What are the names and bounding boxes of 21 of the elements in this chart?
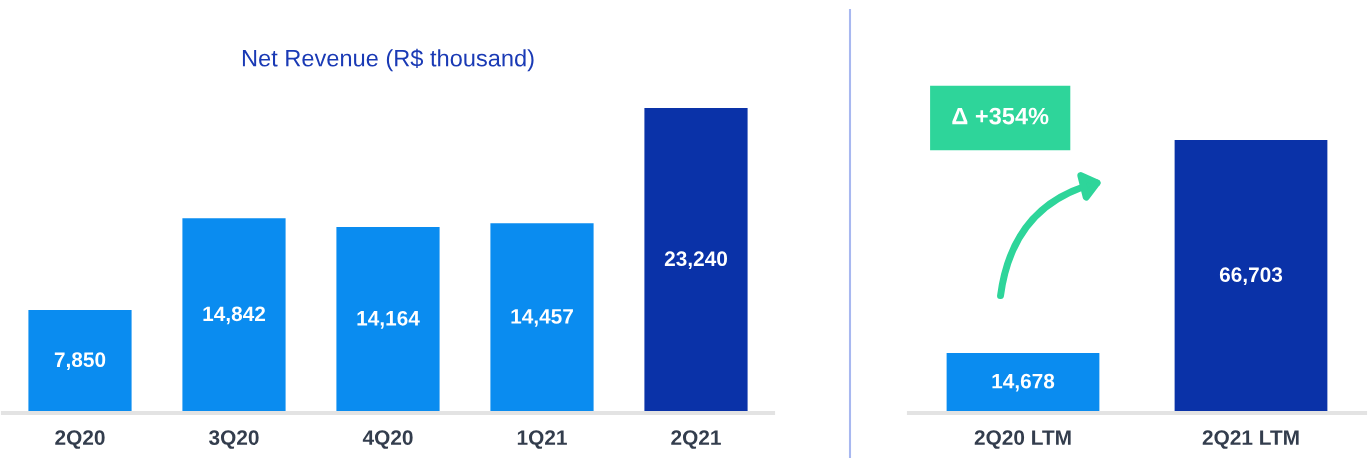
x-tick-label: 2Q20 LTM <box>974 430 1071 449</box>
bar <box>644 108 748 413</box>
data-label: 14,457 <box>511 309 573 327</box>
x-tick-label: 2Q21 <box>671 430 721 449</box>
data-label: 66,703 <box>1219 267 1283 286</box>
bar <box>490 223 594 413</box>
x-tick-label: 3Q20 <box>209 430 259 449</box>
bar <box>28 309 132 413</box>
x-tick-label: 2Q20 <box>55 430 105 449</box>
text: Δ +354% <box>952 107 1049 125</box>
data-label: 23,240 <box>664 251 728 270</box>
bar <box>336 227 440 413</box>
data-label: 14,164 <box>357 310 420 329</box>
x-tick-label: 2Q21 LTM <box>1202 430 1299 449</box>
x-tick-label: 4Q20 <box>362 430 413 449</box>
data-label: 14,678 <box>992 373 1055 392</box>
x-tick-label: 1Q21 <box>517 430 567 449</box>
data-label: 14,842 <box>203 306 266 325</box>
bar <box>182 218 286 413</box>
data-label: 7,850 <box>54 352 106 371</box>
chart-title: Net Revenue (R$ thousand) <box>242 48 534 72</box>
